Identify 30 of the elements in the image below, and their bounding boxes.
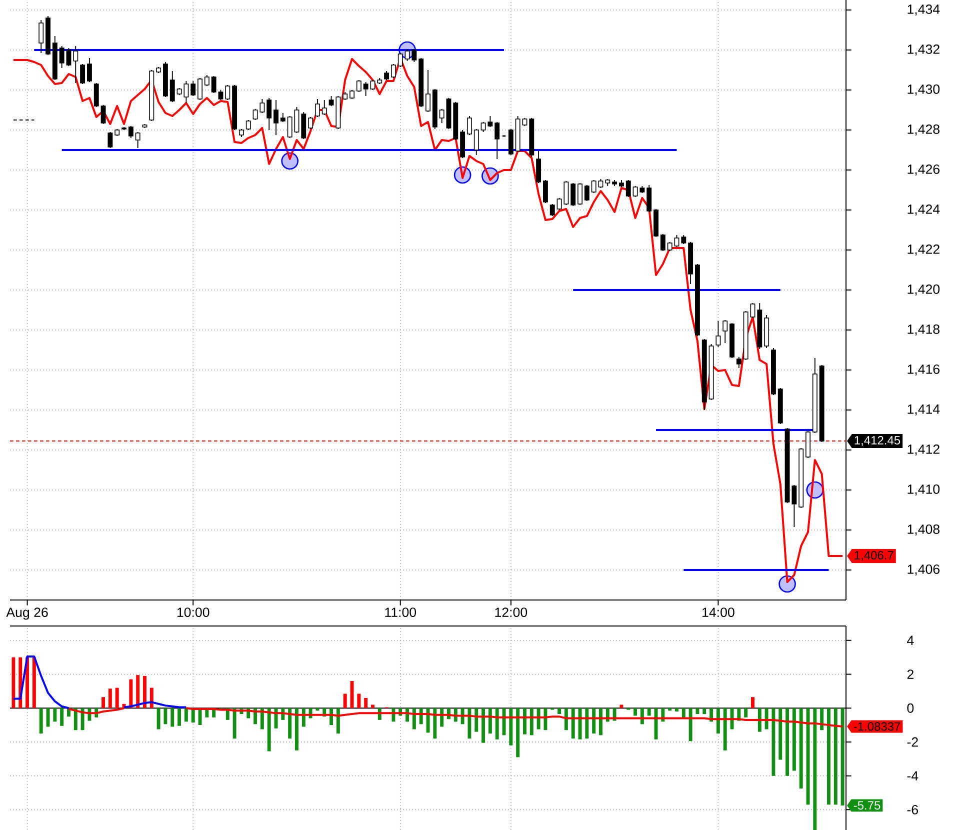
- y-tick-label: 1,414: [908, 404, 940, 416]
- y-tick-label: 1,418: [908, 324, 940, 336]
- ref-line-label: 1,412.45: [854, 436, 900, 446]
- y-tick-label: -4: [907, 771, 918, 780]
- y-tick-label: 2: [907, 670, 914, 679]
- data-label: -5.75: [854, 801, 880, 810]
- y-tick-label: 1,428: [908, 124, 940, 136]
- y-tick-label: 1,434: [908, 4, 940, 16]
- y-tick-label: 1,406: [908, 564, 940, 576]
- data-label: -1.08337: [854, 722, 900, 731]
- y-tick-label: 1,426: [908, 164, 940, 176]
- data-label: 1,406.7: [854, 551, 894, 561]
- y-tick-label: 1,422: [908, 244, 940, 256]
- x-tick-label: Aug 26: [6, 608, 48, 620]
- y-tick-label: 1,412: [908, 444, 940, 456]
- y-tick-label: 1,416: [908, 364, 940, 376]
- x-tick-label: 11:00: [385, 608, 416, 618]
- y-tick-label: 1,432: [908, 44, 940, 56]
- y-tick-label: 1,424: [908, 204, 940, 216]
- y-tick-label: -2: [907, 737, 918, 747]
- x-tick-label: 12:00: [495, 608, 528, 618]
- x-tick-label: 14:00: [702, 608, 734, 618]
- y-tick-label: 1,420: [908, 284, 940, 296]
- y-tick-label: 1,410: [908, 484, 940, 496]
- x-tick-label: 10:00: [177, 608, 210, 618]
- y-tick-label: 1,408: [908, 524, 940, 536]
- y-tick-label: 0: [907, 703, 914, 713]
- y-tick-label: -6: [907, 804, 918, 814]
- y-tick-label: 4: [907, 636, 914, 645]
- y-tick-label: 1,430: [908, 84, 940, 96]
